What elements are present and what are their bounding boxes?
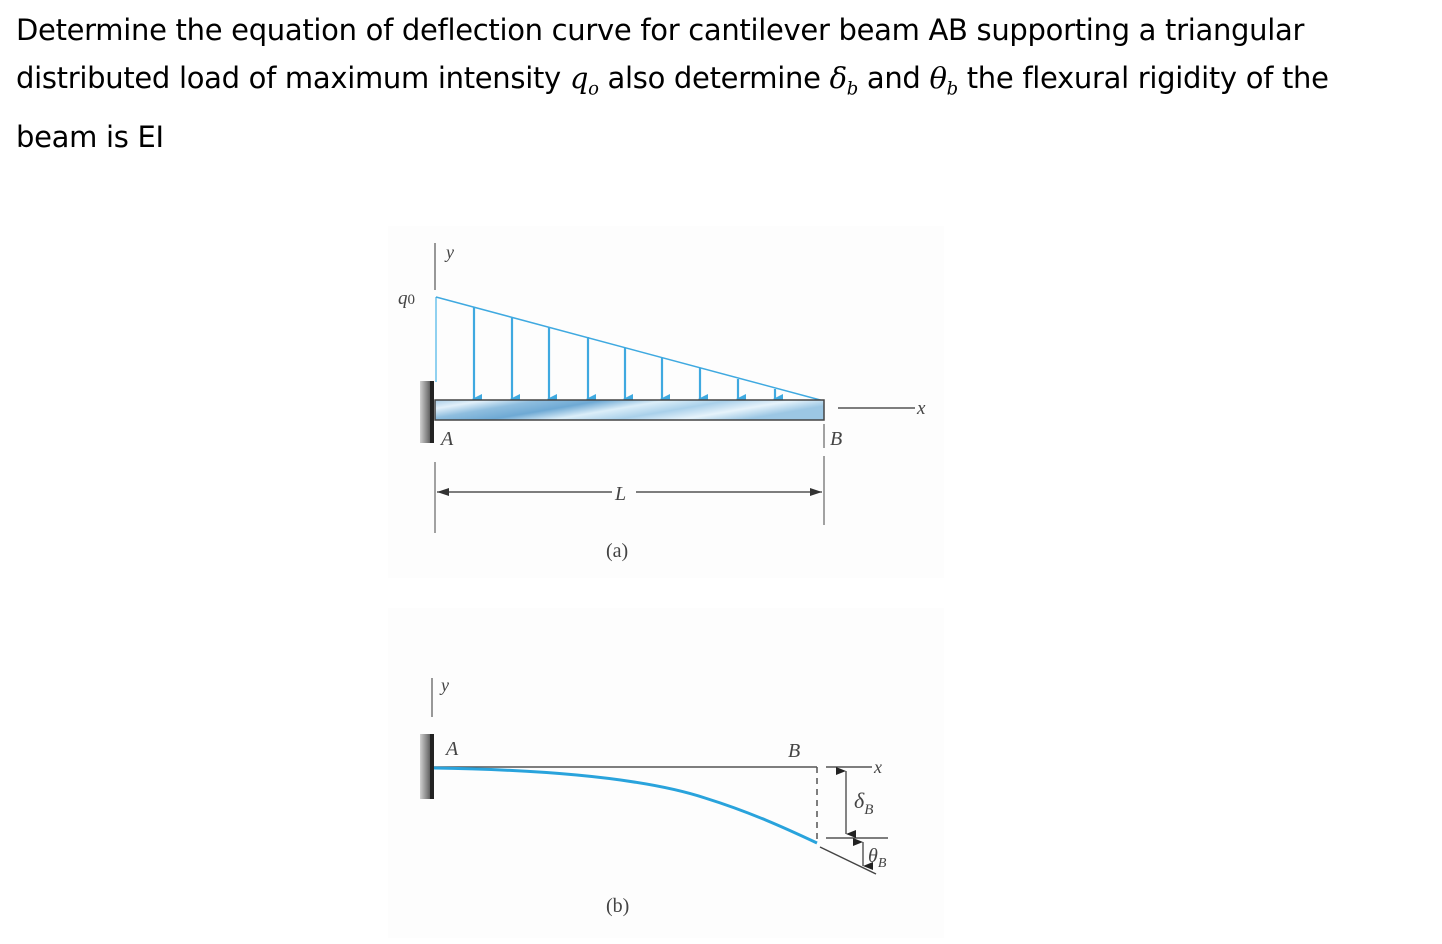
- point-a-label: A: [444, 738, 459, 760]
- q-letter: q: [569, 61, 589, 95]
- theta-letter: θ: [929, 61, 947, 95]
- problem-statement: Determine the equation of deflection cur…: [16, 6, 1436, 161]
- theta-b-label: θB: [868, 845, 887, 871]
- load-top-edge: [435, 296, 825, 402]
- figure-b-deflection-curve: y A B x δB θB (b): [388, 608, 944, 938]
- fixed-support-wall: [420, 734, 431, 799]
- point-b-label: B: [788, 740, 800, 762]
- delta-b-label: δB: [854, 788, 873, 818]
- deflection-curve: [433, 766, 818, 845]
- figure-b-caption: (b): [606, 895, 629, 917]
- text-segment: and: [857, 61, 930, 95]
- point-b-label: B: [830, 428, 842, 450]
- beam-diagram-b: y A B x δB θB (b): [420, 675, 888, 917]
- delta-b-symbol: δb: [829, 61, 859, 99]
- load-arrows: [472, 307, 783, 404]
- x-axis-label: x: [916, 398, 926, 419]
- point-a-label: A: [439, 428, 454, 450]
- problem-line-2: distributed load of maximum intensity qo…: [16, 54, 1436, 113]
- y-axis-label: y: [439, 675, 449, 695]
- delta-letter: δ: [829, 61, 847, 95]
- problem-line-1: Determine the equation of deflection cur…: [16, 13, 1305, 47]
- figure-a-loaded-beam: y q0 x A B: [388, 226, 944, 578]
- x-axis-label: x: [873, 757, 882, 777]
- theta-b-symbol: θb: [929, 61, 958, 99]
- length-label: L: [614, 483, 626, 505]
- q-subscript: o: [588, 78, 599, 100]
- beam-ab: [434, 399, 825, 421]
- q0-label: q0: [398, 288, 415, 309]
- text-segment: the flexural rigidity of the: [957, 61, 1329, 95]
- delta-subscript: b: [846, 78, 859, 100]
- beam-diagram-a: y q0 x A B: [398, 242, 926, 562]
- fixed-support-wall: [420, 381, 431, 443]
- figure-a-caption: (a): [606, 540, 628, 562]
- problem-line-3: beam is EI: [16, 120, 164, 155]
- theta-subscript: b: [946, 78, 959, 100]
- y-axis-label: y: [444, 242, 454, 262]
- text-segment: also determine: [598, 61, 830, 95]
- q0-symbol: qo: [569, 61, 599, 99]
- text-segment: distributed load of maximum intensity: [16, 61, 570, 95]
